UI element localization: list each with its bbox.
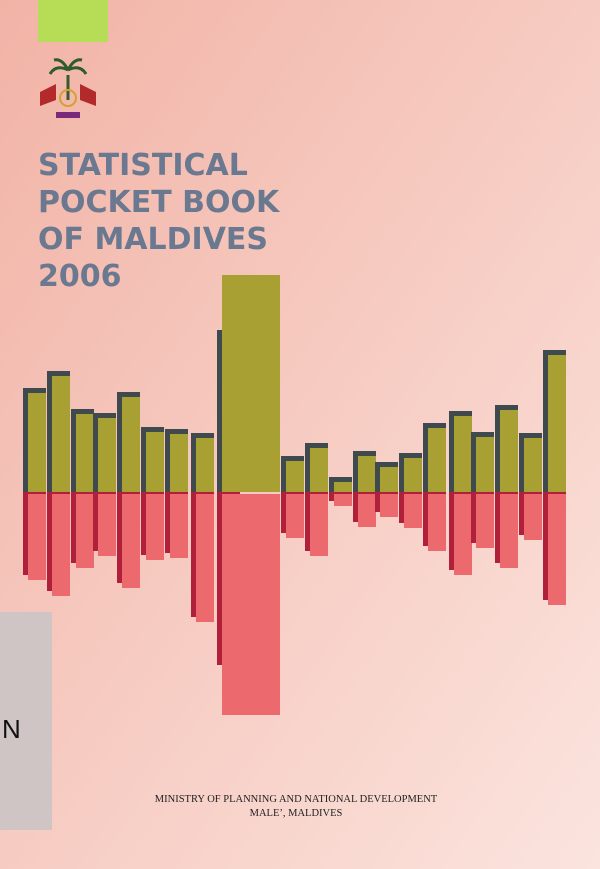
title-line: OF MALDIVES <box>38 222 268 257</box>
bar-bottom <box>76 494 94 568</box>
bar-top <box>222 275 280 492</box>
bar-bottom <box>196 494 214 622</box>
bar-top <box>310 448 328 492</box>
bar-top <box>28 393 46 492</box>
bar-bottom <box>380 494 398 517</box>
bar-top <box>476 437 494 492</box>
bar-bottom <box>122 494 140 588</box>
bar-top <box>76 414 94 492</box>
bar-top <box>454 416 472 492</box>
decorative-bars <box>23 275 566 715</box>
bar-bottom <box>222 494 280 715</box>
bar-bottom <box>454 494 472 575</box>
bar-top <box>524 438 542 492</box>
title-line: POCKET BOOK <box>38 185 281 220</box>
bar-top <box>404 458 422 492</box>
bar-top <box>98 418 116 492</box>
bar-bottom <box>404 494 422 528</box>
bar-bottom <box>358 494 376 527</box>
bar-top <box>146 432 164 492</box>
emblem <box>40 58 96 118</box>
bar-top <box>52 376 70 492</box>
bar-top <box>122 397 140 492</box>
bar-top <box>358 456 376 492</box>
bar-bottom <box>428 494 446 551</box>
bar-bottom <box>334 494 352 506</box>
bar-bottom <box>286 494 304 538</box>
bar-top <box>196 438 214 492</box>
library-sticker <box>0 612 52 830</box>
bar-bottom <box>28 494 46 580</box>
title-line: 2006 <box>38 259 122 294</box>
bar-top <box>334 482 352 492</box>
bar-top <box>286 461 304 492</box>
bar-bottom <box>170 494 188 558</box>
bar-top <box>548 355 566 492</box>
publisher-line: MINISTRY OF PLANNING AND NATIONAL DEVELO… <box>155 794 438 805</box>
bar-bottom <box>98 494 116 556</box>
bar-bottom <box>500 494 518 568</box>
bar-bottom <box>524 494 542 540</box>
bar-top <box>170 434 188 492</box>
bar-bottom <box>52 494 70 596</box>
bar-top <box>428 428 446 492</box>
sticker-text: N <box>2 714 21 744</box>
bar-bottom <box>476 494 494 548</box>
title-line: STATISTICAL <box>38 148 248 183</box>
green-sticker <box>38 0 108 42</box>
bar-bottom <box>310 494 328 556</box>
publisher-line: MALE’, MALDIVES <box>250 808 343 819</box>
bar-bottom <box>548 494 566 605</box>
bar-top <box>500 410 518 492</box>
bar-bottom <box>146 494 164 560</box>
bar-top <box>380 467 398 492</box>
